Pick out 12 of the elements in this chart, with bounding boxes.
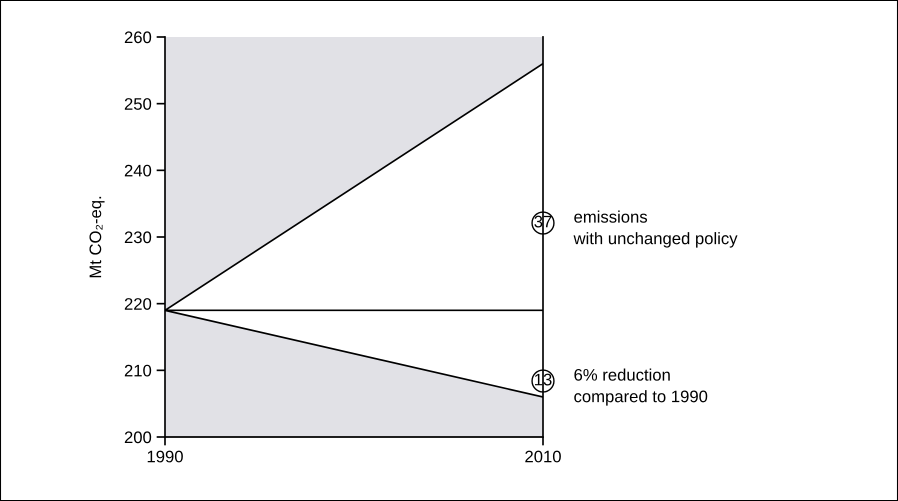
text: emissions with unchanged policy — [574, 210, 738, 248]
y-tick-label: 250 — [124, 98, 152, 110]
text: 6% reduction compared to 1990 — [574, 368, 708, 406]
y-tick-label: 260 — [124, 31, 152, 44]
y-tick-label: 220 — [124, 298, 152, 310]
x-tick-label: 2010 — [525, 450, 561, 462]
y-tick-label: 230 — [124, 231, 152, 244]
y-tick-label: 240 — [124, 164, 152, 177]
x-tick-label: 1990 — [148, 450, 183, 462]
y-tick-label: 210 — [124, 364, 152, 377]
y-axis-title: Mt CO₂-eq. — [89, 196, 105, 278]
y-tick-label: 200 — [124, 431, 152, 444]
